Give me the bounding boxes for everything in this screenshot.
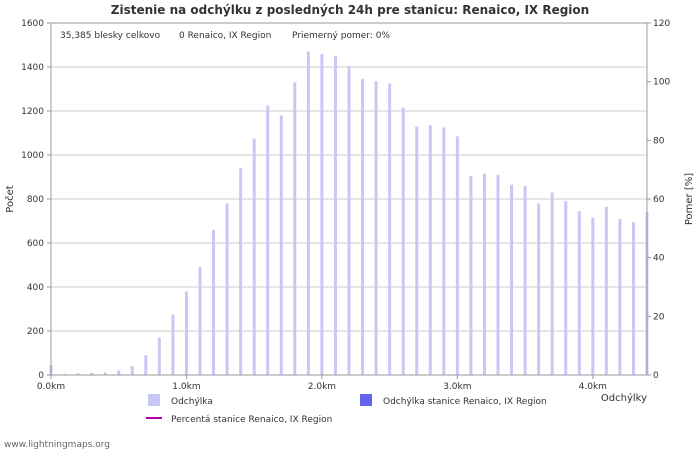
y-axis-left-label: Počet [4,185,16,212]
bar [266,105,270,375]
bar [631,222,635,375]
bar [157,337,161,375]
bar [482,173,486,375]
bar [604,206,608,375]
y-tick-label: 0 [38,371,44,381]
bar [374,81,378,376]
stat-avg-ratio: Priemerný pomer: 0% [292,31,390,41]
bar [347,65,351,376]
y-tick-label: 1400 [21,63,44,73]
y-right-tick-label: 20 [653,312,665,322]
stat-station: 0 Renaico, IX Region [179,31,271,41]
bar [496,174,500,375]
bar [130,366,134,375]
legend-label-ratio: Percentá stanice Renaico, IX Region [171,415,332,425]
y-right-tick-label: 120 [653,19,670,29]
legend-label-odchylka: Odchýlka [171,397,213,407]
bars [49,51,649,376]
bar [184,291,188,375]
legend-swatch-station [360,394,372,406]
bar [279,115,283,376]
bar [550,192,554,375]
bar [198,267,202,375]
bar [225,203,229,375]
bar [388,83,392,375]
y-right-tick-label: 40 [653,254,665,264]
bar [252,138,256,375]
x-tick-label: 0.0km [37,382,65,392]
bar [171,314,175,375]
bar [63,373,67,375]
legend-swatch-odchylka [148,394,160,406]
legend-label-station: Odchýlka stanice Renaico, IX Region [383,397,547,407]
bar [90,372,94,375]
y-axis-right-label: Pomer [%] [684,173,695,225]
bar [361,79,365,375]
chart-title: Zistenie na odchýlku z posledných 24h pr… [111,3,589,17]
bar [212,229,216,375]
bar [76,373,80,375]
y-right-tick-label: 60 [653,195,665,205]
legend: Odchýlka Odchýlka stanice Renaico, IX Re… [146,394,547,425]
bar [591,217,595,375]
x-tick-label: 4.0km [579,382,607,392]
y-tick-label: 400 [27,283,44,293]
bar [293,82,297,376]
y-tick-label: 600 [27,239,44,249]
y-tick-label: 200 [27,327,44,337]
bar [618,218,622,375]
bar [537,203,541,375]
y-tick-label: 1000 [21,151,44,161]
y-right-tick-label: 100 [653,78,670,88]
bar [320,53,324,376]
bar [333,56,337,375]
bar [577,211,581,375]
y-tick-label: 800 [27,195,44,205]
stat-total: 35,385 blesky celkovo [60,31,161,41]
x-axis: 0.0km 1.0km 2.0km 3.0km 4.0km [37,375,607,392]
bar [239,168,243,375]
y-right-tick-label: 80 [653,136,665,146]
x-tick-label: 3.0km [443,382,471,392]
bar [415,126,419,376]
bar [564,201,568,375]
x-axis-label: Odchýlky [601,392,647,404]
bar [469,175,473,375]
bar [117,370,121,375]
bar [510,184,514,375]
bar [401,107,405,375]
y-right-tick-label: 0 [653,371,659,381]
y-axis-left: 0 200 400 600 800 1000 1200 1400 1600 [21,19,51,381]
bar [306,51,310,375]
y-tick-label: 1600 [21,19,44,29]
bar [523,185,527,375]
bar [103,372,107,375]
bar [442,127,446,375]
bar [144,355,148,375]
bar [428,125,432,375]
y-axis-right: 0 20 40 60 80 100 120 [647,19,670,381]
bar [455,136,459,375]
credit: www.lightningmaps.org [4,440,110,450]
x-tick-label: 2.0km [308,382,336,392]
x-tick-label: 1.0km [172,382,200,392]
y-tick-label: 1200 [21,107,44,117]
